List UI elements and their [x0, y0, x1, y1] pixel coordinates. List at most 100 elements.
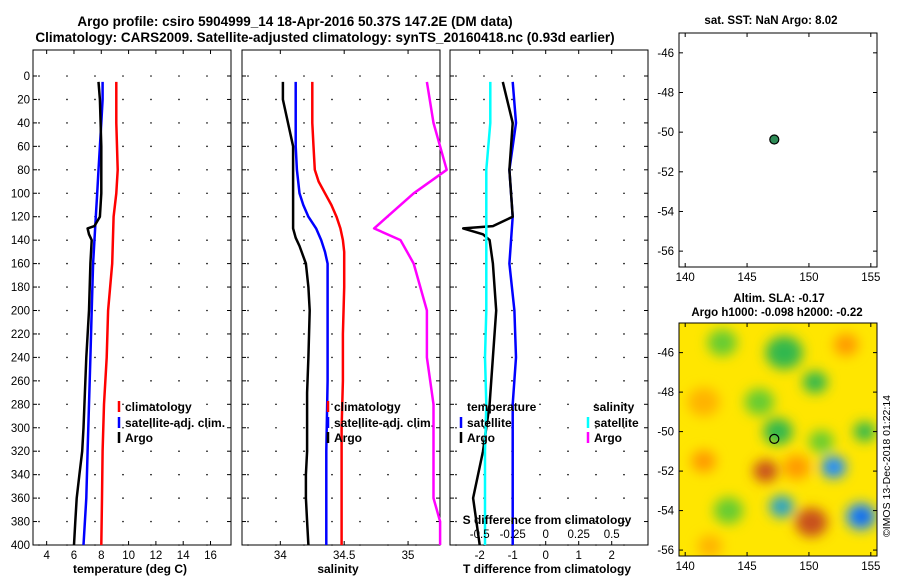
depth-tick-label: 220: [11, 329, 30, 341]
temperature-series-argo: [72, 81, 103, 546]
salinity-grid-dot: [275, 356, 277, 359]
temperature-grid-dot: [150, 98, 152, 101]
temperature-grid-dot: [94, 122, 96, 124]
salinity-grid-dot: [247, 262, 249, 265]
temperature-grid-dot: [150, 169, 152, 171]
temperature-grid-dot: [38, 145, 40, 148]
salinity-grid-dot: [247, 145, 249, 148]
salinity-grid-dot: [359, 192, 361, 195]
sla-anomaly-blob: [833, 333, 859, 356]
salinity-xlabel: salinity: [317, 562, 359, 576]
temperature-grid-dot: [178, 98, 180, 101]
difference-grid-dot: [567, 380, 569, 382]
temperature-grid-dot: [38, 239, 40, 241]
difference-axes: [449, 49, 649, 546]
temperature-grid-dot: [66, 426, 68, 429]
salinity-grid-dot: [247, 497, 249, 499]
temperature-grid-dot: [122, 262, 124, 265]
difference-grid-dot: [455, 473, 457, 476]
salinity-grid-dot: [275, 309, 277, 312]
temperature-grid-dot: [122, 239, 124, 241]
temperature-grid-dot: [178, 380, 180, 382]
difference-grid-dot: [539, 450, 541, 453]
difference-xtick-label: -1: [508, 550, 518, 562]
depth-tick-label: 320: [11, 446, 30, 458]
difference-grid-dot: [595, 262, 597, 265]
sla-map-panel: Altim. SLA: -0.17 Argo h1000: -0.098 h20…: [657, 293, 893, 573]
difference-grid-dot: [595, 145, 597, 148]
temperature-grid-dot: [150, 356, 152, 359]
temperature-grid-dot: [122, 309, 124, 312]
sst-map-xtick-label: 155: [861, 272, 880, 284]
difference-grid-dot: [623, 286, 625, 288]
salinity-grid-dot: [331, 403, 333, 406]
salinity-grid-dot: [331, 426, 333, 429]
difference-grid-dot: [595, 215, 597, 218]
difference-grid-dot: [595, 122, 597, 124]
temperature-xlabel: temperature (deg C): [73, 562, 187, 576]
difference-grid-dot: [595, 169, 597, 171]
difference-grid-dot: [623, 309, 625, 312]
difference-grid-dot: [567, 239, 569, 241]
difference-xtick-label: -2: [475, 550, 485, 562]
difference-grid-dot: [595, 75, 597, 77]
salinity-grid-dot: [415, 544, 417, 546]
temperature-grid-dot: [66, 380, 68, 382]
difference-grid-dot: [455, 544, 457, 546]
difference-grid-dot: [567, 75, 569, 77]
sla-anomaly-blob: [753, 459, 779, 483]
salinity-grid-dot: [303, 286, 305, 288]
sla-anomaly-blob: [821, 456, 847, 479]
depth-tick-label: 400: [11, 540, 30, 552]
temperature-grid-dot: [38, 356, 40, 359]
temperature-grid-dot: [122, 403, 124, 406]
difference-grid-dot: [623, 426, 625, 429]
temperature-grid-dot: [94, 403, 96, 406]
temperature-grid-dot: [178, 497, 180, 499]
difference-grid-dot: [595, 403, 597, 406]
temperature-grid-dot: [178, 145, 180, 148]
difference-grid-dot: [567, 169, 569, 171]
salinity-grid-dot: [331, 520, 333, 523]
depth-tick-label: 20: [17, 94, 30, 106]
salinity-grid-dot: [387, 239, 389, 241]
depth-tick-label: 140: [11, 235, 30, 247]
salinity-grid-dot: [303, 497, 305, 499]
temperature-grid-dot: [94, 262, 96, 265]
salinity-grid-dot: [303, 450, 305, 453]
difference-top-tick-label: 0: [542, 529, 548, 541]
difference-grid-dot: [455, 98, 457, 101]
legend-label-argo: Argo: [334, 431, 362, 445]
depth-tick-label: 280: [11, 399, 30, 411]
temperature-grid-dot: [206, 262, 208, 265]
difference-grid-dot: [455, 309, 457, 312]
salinity-grid-dot: [303, 262, 305, 265]
salinity-grid-dot: [415, 497, 417, 499]
salinity-grid-dot: [415, 169, 417, 171]
sla-map-ytick-label: -52: [657, 466, 674, 478]
depth-tick-label: 200: [11, 306, 30, 318]
temperature-grid-dot: [206, 169, 208, 171]
difference-grid-dot: [511, 98, 513, 101]
temperature-grid-dot: [206, 192, 208, 195]
difference-grid-dot: [455, 239, 457, 241]
difference-grid-dot: [595, 473, 597, 476]
temperature-xtick-label: 4: [43, 550, 50, 562]
sst-map-axes: [678, 32, 878, 268]
difference-grid-dot: [567, 145, 569, 148]
salinity-grid-dot: [247, 75, 249, 77]
difference-grid-dot: [539, 426, 541, 429]
salinity-grid-dot: [331, 145, 333, 148]
sla-anomaly-blob: [691, 450, 717, 473]
salinity-series-argo: [281, 81, 311, 546]
depth-tick-label: 40: [17, 118, 30, 130]
salinity-grid-dot: [387, 380, 389, 382]
depth-tick-label: 300: [11, 423, 30, 435]
salinity-series-climatology: [311, 81, 346, 545]
temperature-grid-dot: [150, 262, 152, 265]
salinity-grid-dot: [275, 473, 277, 476]
salinity-grid-dot: [247, 544, 249, 546]
temperature-grid-dot: [122, 380, 124, 382]
salinity-grid-dot: [247, 169, 249, 171]
salinity-grid-dot: [275, 239, 277, 241]
